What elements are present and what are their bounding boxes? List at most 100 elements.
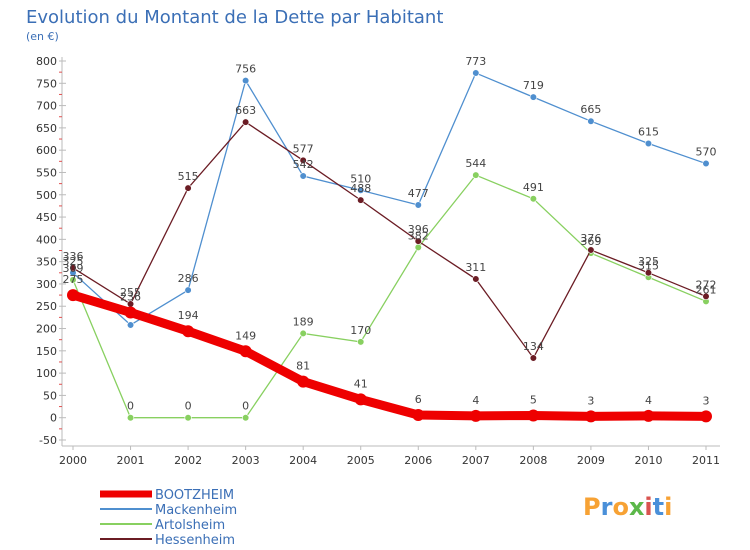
data-label: 4 bbox=[645, 394, 652, 407]
legend-label-artolsheim: Artolsheim bbox=[155, 518, 225, 533]
data-label: 396 bbox=[408, 223, 429, 236]
data-point bbox=[472, 275, 480, 283]
data-label: 510 bbox=[350, 172, 371, 185]
data-label: 488 bbox=[350, 182, 371, 195]
data-point bbox=[182, 325, 195, 338]
y-tick-label: 800 bbox=[36, 55, 57, 68]
logo-letter: r bbox=[601, 493, 613, 521]
data-point bbox=[472, 69, 480, 77]
legend-label-bootzheim: BOOTZHEIM bbox=[155, 488, 234, 503]
data-label: 491 bbox=[523, 181, 544, 194]
data-point bbox=[529, 195, 537, 203]
data-point bbox=[299, 329, 307, 338]
data-point bbox=[297, 375, 310, 388]
data-label: 542 bbox=[293, 158, 314, 171]
data-label: 255 bbox=[120, 286, 141, 299]
series-line-hessenheim bbox=[72, 121, 707, 360]
data-label: 149 bbox=[235, 329, 256, 342]
series-line-mackenheim bbox=[72, 72, 707, 326]
data-point bbox=[587, 246, 595, 254]
data-point bbox=[414, 243, 422, 251]
data-point bbox=[242, 77, 250, 85]
data-label: 570 bbox=[696, 146, 717, 159]
chart-subtitle: (en €) bbox=[26, 30, 59, 43]
y-tick-label: 150 bbox=[36, 345, 57, 358]
data-label: 41 bbox=[354, 377, 368, 390]
y-tick-label: 350 bbox=[36, 256, 57, 269]
logo-letter: t bbox=[653, 493, 664, 521]
data-label: 286 bbox=[178, 272, 199, 285]
data-label: 515 bbox=[178, 170, 199, 183]
data-label: 134 bbox=[523, 340, 544, 353]
y-tick-label: 600 bbox=[36, 144, 57, 157]
y-tick-label: 100 bbox=[36, 367, 57, 380]
data-label: 311 bbox=[465, 261, 486, 274]
data-label: 577 bbox=[293, 142, 314, 155]
data-point bbox=[357, 186, 365, 194]
x-tick-label: 2005 bbox=[347, 454, 375, 467]
data-point bbox=[239, 345, 252, 358]
series-line-artolsheim bbox=[72, 174, 707, 419]
logo-text: Proxiti bbox=[583, 493, 672, 521]
data-point bbox=[124, 306, 137, 319]
series-line-bootzheim bbox=[68, 290, 711, 421]
data-point bbox=[184, 184, 192, 192]
data-point bbox=[242, 414, 250, 422]
x-tick-label: 2008 bbox=[519, 454, 547, 467]
logo-letter: o bbox=[612, 493, 629, 521]
x-tick-label: 2011 bbox=[692, 454, 720, 467]
data-point bbox=[702, 292, 710, 301]
data-label: 194 bbox=[178, 309, 199, 322]
data-label: 6 bbox=[415, 393, 422, 406]
proxiti-logo: Proxiti bbox=[583, 493, 672, 521]
data-point bbox=[184, 286, 192, 294]
x-tick-label: 2001 bbox=[117, 454, 145, 467]
data-label: 477 bbox=[408, 187, 429, 200]
y-tick-label: 500 bbox=[36, 189, 57, 202]
data-labels: 325 286 756 542 510 477 773 719 665 615 570 309 0 0 0 1… bbox=[63, 55, 717, 413]
data-label: 261 bbox=[696, 283, 717, 296]
data-point bbox=[299, 172, 307, 180]
data-label: 275 bbox=[63, 273, 84, 286]
logo-letter: i bbox=[664, 493, 672, 521]
x-tick-label: 2002 bbox=[174, 454, 202, 467]
data-point bbox=[412, 409, 425, 422]
chart-title: Evolution du Montant de la Dette par Hab… bbox=[26, 7, 443, 28]
data-point bbox=[357, 338, 365, 346]
y-tick-label: 400 bbox=[36, 233, 57, 246]
data-label: 236 bbox=[120, 290, 141, 303]
data-point bbox=[700, 410, 712, 423]
x-tick-label: 2010 bbox=[634, 454, 662, 467]
data-label: 544 bbox=[465, 157, 486, 170]
y-tick-label: 50 bbox=[43, 389, 57, 402]
data-point bbox=[529, 354, 537, 362]
y-tick-label: 300 bbox=[36, 278, 57, 291]
data-point bbox=[184, 414, 192, 422]
logo-letter: i bbox=[644, 493, 652, 521]
data-label: 369 bbox=[580, 235, 601, 248]
data-point bbox=[69, 276, 77, 284]
data-label: 4 bbox=[472, 394, 479, 407]
logo-letter: x bbox=[629, 493, 645, 521]
x-tick-label: 2007 bbox=[462, 454, 490, 467]
data-label: 0 bbox=[185, 400, 192, 413]
data-point bbox=[644, 139, 653, 148]
axes: -500501001502002503003504004505005506006… bbox=[36, 55, 720, 467]
data-point bbox=[469, 409, 482, 422]
data-point bbox=[69, 264, 77, 272]
y-tick-label: 650 bbox=[36, 122, 57, 135]
y-tick-label: 450 bbox=[36, 211, 57, 224]
data-label: 615 bbox=[638, 125, 659, 138]
y-tick-label: -50 bbox=[39, 434, 57, 447]
data-label: 309 bbox=[63, 262, 84, 275]
data-label: 773 bbox=[465, 55, 486, 68]
data-point bbox=[587, 117, 595, 125]
data-label: 170 bbox=[350, 324, 371, 337]
data-point bbox=[242, 118, 250, 126]
x-tick-label: 2003 bbox=[232, 454, 260, 467]
data-point bbox=[702, 159, 710, 168]
data-label: 5 bbox=[530, 393, 537, 406]
series-layer bbox=[67, 69, 712, 423]
